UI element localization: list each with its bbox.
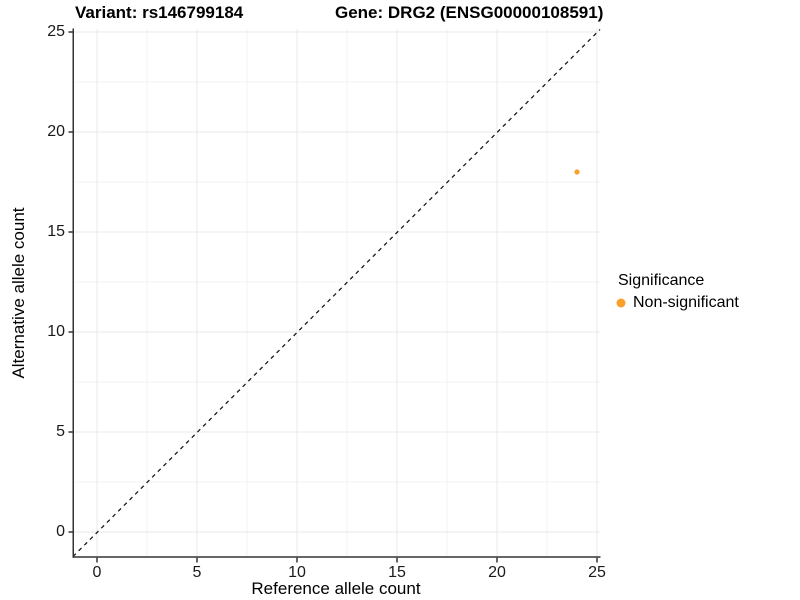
- y-tick-label: 20: [47, 123, 65, 140]
- x-tick-label: 15: [388, 564, 406, 581]
- x-tick-label: 0: [92, 564, 102, 581]
- x-tick-label: 10: [288, 564, 306, 581]
- grid-major: [73, 29, 600, 557]
- data-points-layer: [574, 169, 580, 175]
- y-tick-label: 5: [56, 423, 65, 440]
- identity-reference-line: [72, 29, 601, 557]
- x-tick-label: 25: [588, 564, 606, 581]
- legend-title: Significance: [618, 272, 705, 289]
- x-tick-label: 5: [192, 564, 202, 581]
- x-tick-label: 20: [488, 564, 506, 581]
- legend-item-non-significant: Non-significant: [615, 294, 739, 312]
- tick-marks: [68, 31, 598, 563]
- x-axis-title: Reference allele count: [251, 579, 421, 598]
- data-point: [574, 169, 580, 175]
- legend: Significance Non-significant: [615, 272, 739, 312]
- y-tick-label: 0: [56, 523, 65, 540]
- y-tick-label: 25: [47, 23, 65, 40]
- legend-point-icon: [616, 298, 626, 308]
- y-tick-label: 10: [47, 323, 65, 340]
- y-tick-label: 15: [47, 223, 65, 240]
- variant-title: Variant: rs146799184: [75, 3, 244, 22]
- y-axis-title: Alternative allele count: [9, 207, 28, 379]
- gene-title: Gene: DRG2 (ENSG00000108591): [335, 3, 604, 22]
- legend-item-label: Non-significant: [633, 294, 739, 311]
- grid-minor: [73, 29, 600, 557]
- axis-lines: [72, 28, 601, 558]
